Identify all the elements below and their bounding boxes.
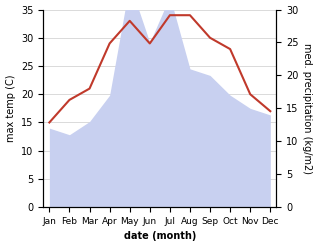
Y-axis label: med. precipitation (kg/m2): med. precipitation (kg/m2) <box>302 43 313 174</box>
X-axis label: date (month): date (month) <box>124 231 196 242</box>
Y-axis label: max temp (C): max temp (C) <box>5 75 16 142</box>
